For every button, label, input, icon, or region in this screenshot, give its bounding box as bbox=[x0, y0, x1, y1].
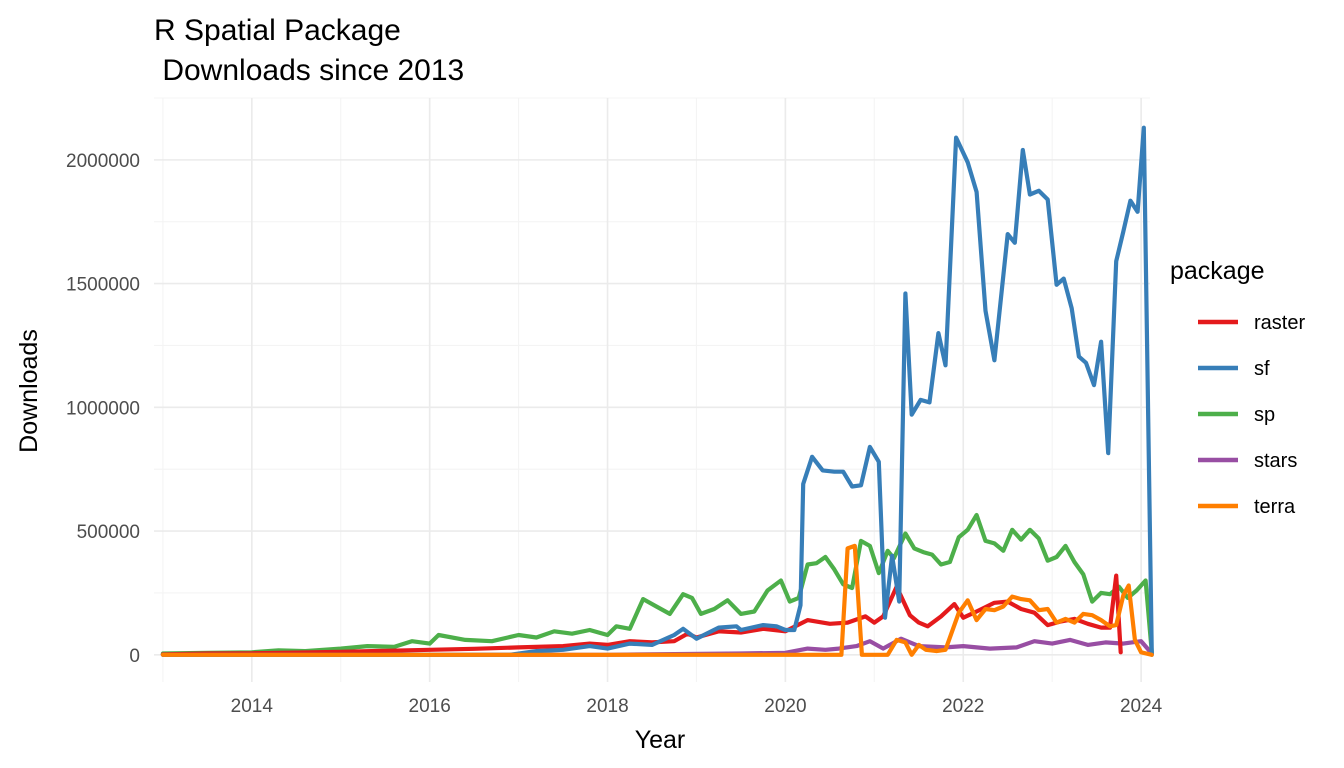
y-axis-title: Downloads bbox=[15, 329, 43, 453]
y-tick-label: 1000000 bbox=[66, 398, 140, 419]
legend-label-sf: sf bbox=[1254, 358, 1270, 380]
y-tick-label: 2000000 bbox=[66, 151, 140, 172]
series-line-sp bbox=[160, 512, 1154, 656]
series-line-terra bbox=[160, 543, 1154, 657]
x-tick-label: 2016 bbox=[409, 696, 451, 717]
chart-title-line-1: R Spatial Package bbox=[154, 14, 401, 47]
legend-label-stars: stars bbox=[1254, 450, 1297, 472]
x-axis-tick-labels: 2014 2016 2018 2020 2022 2024 bbox=[231, 696, 1163, 717]
y-axis-tick-labels: 0 500000 1000000 1500000 2000000 bbox=[66, 151, 140, 667]
chart-title-line-2: Downloads since 2013 bbox=[154, 54, 464, 87]
y-tick-label: 1500000 bbox=[66, 275, 140, 296]
x-tick-label: 2018 bbox=[586, 696, 628, 717]
legend-label-sp: sp bbox=[1254, 404, 1275, 426]
series-line-sf bbox=[160, 125, 1154, 657]
x-tick-label: 2020 bbox=[764, 696, 806, 717]
legend-label-terra: terra bbox=[1254, 496, 1296, 518]
series-line-raster bbox=[160, 573, 1123, 657]
y-tick-label: 500000 bbox=[77, 522, 140, 543]
plot-series bbox=[160, 125, 1154, 657]
chart-title: R Spatial Package Downloads since 2013 bbox=[154, 14, 464, 87]
legend-title: package bbox=[1170, 257, 1265, 285]
x-axis-title: Year bbox=[635, 726, 686, 754]
plot-grid bbox=[154, 97, 1150, 682]
x-tick-label: 2024 bbox=[1120, 696, 1163, 717]
legend-label-raster: raster bbox=[1254, 312, 1305, 334]
y-tick-label: 0 bbox=[129, 646, 140, 667]
x-tick-label: 2022 bbox=[942, 696, 984, 717]
legend-items: raster sf sp stars terra bbox=[1198, 312, 1305, 518]
x-tick-label: 2014 bbox=[231, 696, 274, 717]
legend: package raster sf sp stars terra bbox=[1170, 257, 1305, 518]
